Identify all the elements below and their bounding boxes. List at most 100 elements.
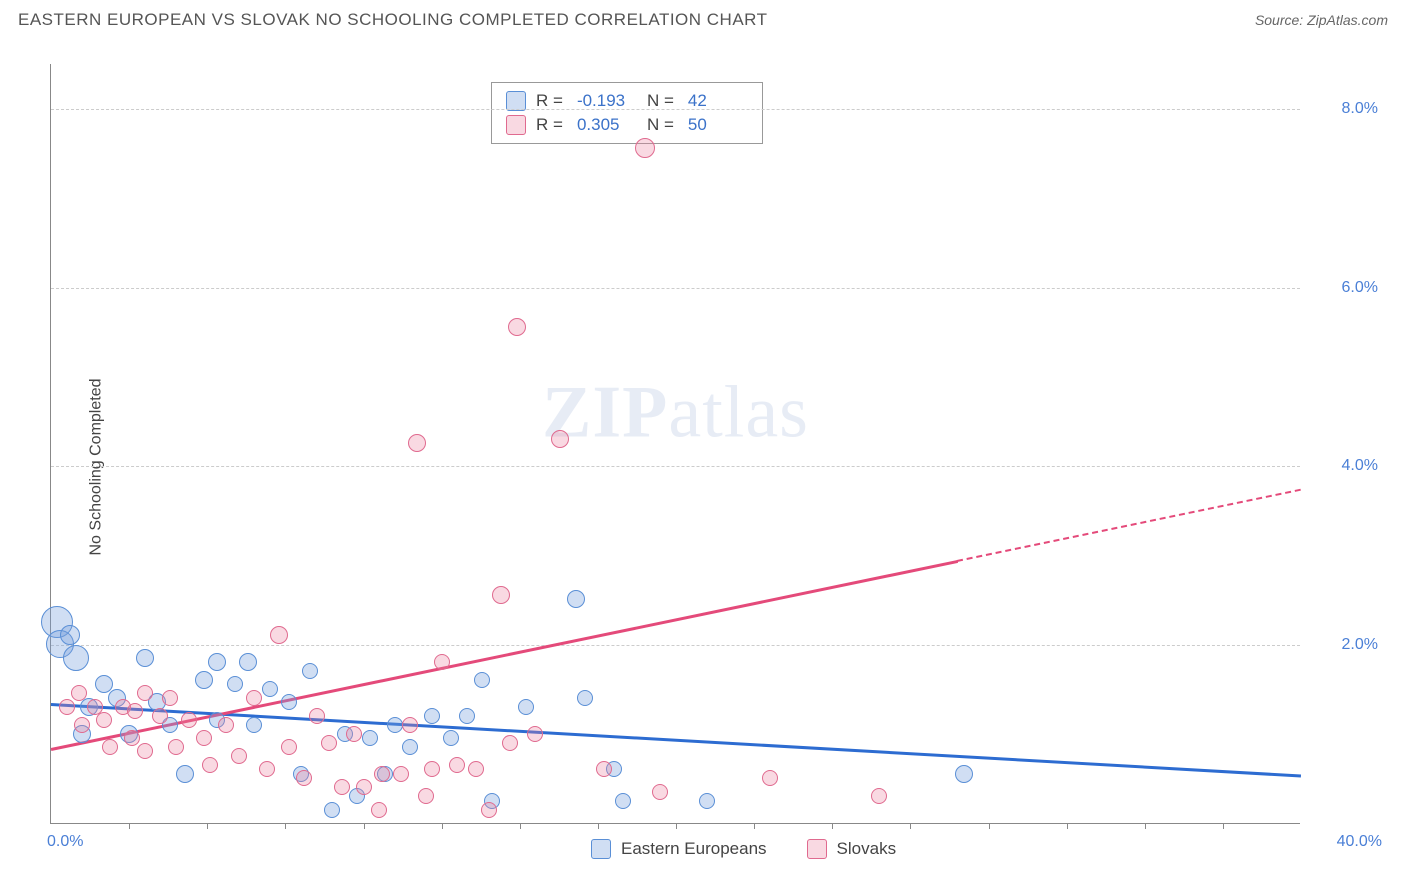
source-credit: Source: ZipAtlas.com xyxy=(1255,12,1388,28)
data-point-series-1 xyxy=(71,685,87,701)
data-point-series-1 xyxy=(508,318,526,336)
x-minor-tick xyxy=(520,823,521,829)
data-point-series-1 xyxy=(59,699,75,715)
data-point-series-1 xyxy=(309,708,325,724)
data-point-series-1 xyxy=(418,788,434,804)
n-value-1: 50 xyxy=(688,115,748,135)
data-point-series-1 xyxy=(270,626,288,644)
data-point-series-1 xyxy=(596,761,612,777)
chart-title: EASTERN EUROPEAN VS SLOVAK NO SCHOOLING … xyxy=(18,10,768,30)
data-point-series-0 xyxy=(362,730,378,746)
x-minor-tick xyxy=(442,823,443,829)
data-point-series-1 xyxy=(137,685,153,701)
data-point-series-1 xyxy=(127,703,143,719)
data-point-series-0 xyxy=(176,765,194,783)
data-point-series-1 xyxy=(102,739,118,755)
data-point-series-0 xyxy=(195,671,213,689)
data-point-series-1 xyxy=(402,717,418,733)
swatch-bottom-0 xyxy=(591,839,611,859)
y-tick-label: 4.0% xyxy=(1342,457,1378,475)
data-point-series-1 xyxy=(527,726,543,742)
data-point-series-0 xyxy=(63,645,89,671)
data-point-series-0 xyxy=(699,793,715,809)
data-point-series-1 xyxy=(502,735,518,751)
x-tick-max: 40.0% xyxy=(1337,833,1382,851)
x-minor-tick xyxy=(207,823,208,829)
data-point-series-0 xyxy=(402,739,418,755)
gridline-h xyxy=(51,466,1300,467)
data-point-series-0 xyxy=(324,802,340,818)
data-point-series-0 xyxy=(302,663,318,679)
data-point-series-1 xyxy=(321,735,337,751)
r-value-1: 0.305 xyxy=(577,115,637,135)
legend-row-series-1: R = 0.305 N = 50 xyxy=(506,113,748,137)
data-point-series-1 xyxy=(393,766,409,782)
watermark: ZIPatlas xyxy=(542,371,809,456)
y-tick-label: 8.0% xyxy=(1342,100,1378,118)
data-point-series-1 xyxy=(196,730,212,746)
data-point-series-1 xyxy=(492,586,510,604)
data-point-series-0 xyxy=(239,653,257,671)
data-point-series-1 xyxy=(356,779,372,795)
data-point-series-1 xyxy=(468,761,484,777)
chart-header: EASTERN EUROPEAN VS SLOVAK NO SCHOOLING … xyxy=(0,0,1406,36)
data-point-series-0 xyxy=(474,672,490,688)
data-point-series-1 xyxy=(434,654,450,670)
data-point-series-1 xyxy=(635,138,655,158)
swatch-series-1 xyxy=(506,115,526,135)
data-point-series-0 xyxy=(60,625,80,645)
x-minor-tick xyxy=(989,823,990,829)
gridline-h xyxy=(51,109,1300,110)
x-minor-tick xyxy=(1223,823,1224,829)
data-point-series-1 xyxy=(168,739,184,755)
plot-area: ZIPatlas R = -0.193 N = 42 R = 0.305 N =… xyxy=(50,64,1300,824)
data-point-series-1 xyxy=(231,748,247,764)
gridline-h xyxy=(51,288,1300,289)
data-point-series-1 xyxy=(551,430,569,448)
data-point-series-0 xyxy=(227,676,243,692)
data-point-series-0 xyxy=(281,694,297,710)
data-point-series-0 xyxy=(136,649,154,667)
x-minor-tick xyxy=(129,823,130,829)
data-point-series-0 xyxy=(518,699,534,715)
data-point-series-1 xyxy=(652,784,668,800)
x-minor-tick xyxy=(832,823,833,829)
data-point-series-1 xyxy=(334,779,350,795)
legend-item-1: Slovaks xyxy=(807,839,897,859)
data-point-series-0 xyxy=(577,690,593,706)
data-point-series-1 xyxy=(218,717,234,733)
data-point-series-0 xyxy=(262,681,278,697)
data-point-series-0 xyxy=(246,717,262,733)
data-point-series-0 xyxy=(955,765,973,783)
data-point-series-1 xyxy=(296,770,312,786)
chart-container: No Schooling Completed ZIPatlas R = -0.1… xyxy=(0,42,1406,892)
trendline-series-0 xyxy=(51,703,1301,777)
x-minor-tick xyxy=(598,823,599,829)
data-point-series-1 xyxy=(246,690,262,706)
data-point-series-1 xyxy=(481,802,497,818)
series-legend: Eastern Europeans Slovaks xyxy=(591,839,896,859)
data-point-series-1 xyxy=(152,708,168,724)
swatch-bottom-1 xyxy=(807,839,827,859)
gridline-h xyxy=(51,645,1300,646)
data-point-series-1 xyxy=(374,766,390,782)
data-point-series-0 xyxy=(567,590,585,608)
data-point-series-1 xyxy=(449,757,465,773)
legend-item-0: Eastern Europeans xyxy=(591,839,767,859)
x-minor-tick xyxy=(676,823,677,829)
data-point-series-1 xyxy=(281,739,297,755)
data-point-series-0 xyxy=(424,708,440,724)
data-point-series-0 xyxy=(443,730,459,746)
y-tick-label: 2.0% xyxy=(1342,636,1378,654)
data-point-series-1 xyxy=(162,690,178,706)
data-point-series-0 xyxy=(615,793,631,809)
data-point-series-1 xyxy=(181,712,197,728)
correlation-legend: R = -0.193 N = 42 R = 0.305 N = 50 xyxy=(491,82,763,144)
data-point-series-1 xyxy=(74,717,90,733)
data-point-series-1 xyxy=(424,761,440,777)
x-minor-tick xyxy=(1145,823,1146,829)
data-point-series-1 xyxy=(124,730,140,746)
data-point-series-1 xyxy=(137,743,153,759)
data-point-series-1 xyxy=(202,757,218,773)
x-minor-tick xyxy=(910,823,911,829)
